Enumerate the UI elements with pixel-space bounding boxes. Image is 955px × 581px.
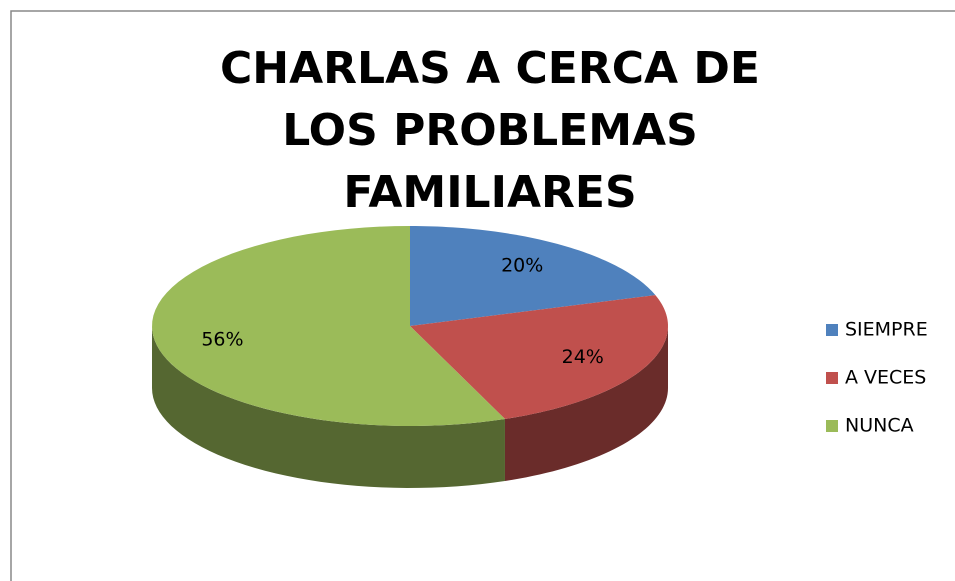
- data-label: 56%: [201, 328, 243, 350]
- legend-swatch: [826, 420, 838, 432]
- legend-label: SIEMPRE: [845, 319, 928, 341]
- legend-swatch: [826, 372, 838, 384]
- slice-side: [152, 326, 505, 488]
- data-label: 24%: [562, 346, 604, 368]
- data-label: 20%: [501, 255, 543, 277]
- legend-swatch: [826, 324, 838, 336]
- legend-label: A VECES: [845, 367, 926, 389]
- chart-title: CHARLAS A CERCA DE LOS PROBLEMAS FAMILIA…: [220, 43, 760, 218]
- slice: [152, 226, 505, 426]
- slice: [410, 295, 668, 419]
- slice: [410, 226, 656, 326]
- legend-label: NUNCA: [845, 415, 914, 437]
- slice-side: [504, 326, 668, 481]
